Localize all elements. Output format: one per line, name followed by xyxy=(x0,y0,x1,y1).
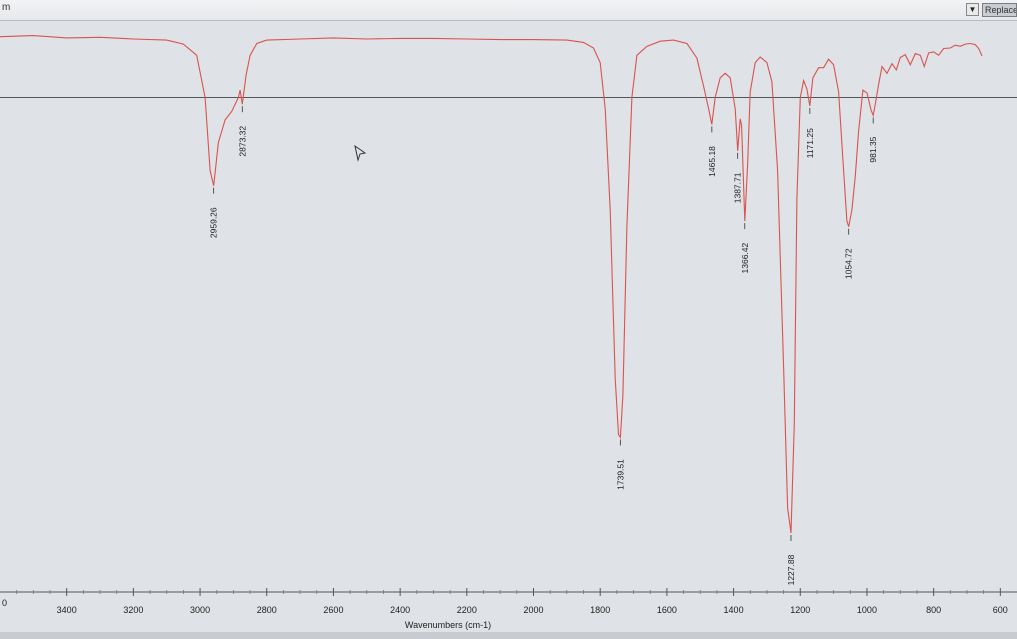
peak-label-text: 1387.71 xyxy=(733,172,743,203)
peak-label-text: 981.35 xyxy=(868,136,878,162)
bottom-edge xyxy=(0,632,1017,639)
peak-label: 1387.71 xyxy=(733,152,743,203)
peak-label-text: 2873.32 xyxy=(237,126,247,157)
peak-label: 1171.25 xyxy=(805,107,815,158)
peak-label: 2959.26 xyxy=(209,187,219,238)
x-tick-label: 3200 xyxy=(123,605,143,615)
spectrum-line xyxy=(0,35,983,534)
x-tick-label-edge: 0 xyxy=(2,598,7,608)
peak-label: 1739.51 xyxy=(615,439,625,490)
toolbar-left-text: m xyxy=(2,2,11,13)
peak-label: 1054.72 xyxy=(844,228,854,279)
x-tick-label: 2400 xyxy=(390,605,410,615)
peak-label: 981.35 xyxy=(868,117,878,163)
x-tick-label: 3400 xyxy=(57,605,77,615)
cursor-arrow-icon xyxy=(354,144,367,162)
x-tick-label: 800 xyxy=(926,605,941,615)
peak-label-text: 1054.72 xyxy=(844,248,854,279)
peak-label-text: 2959.26 xyxy=(209,207,219,238)
peak-label: 1465.18 xyxy=(707,126,717,177)
x-tick-label: 600 xyxy=(993,605,1008,615)
x-tick-label: 1800 xyxy=(590,605,610,615)
x-axis-label: Wavenumbers (cm-1) xyxy=(405,620,491,630)
peak-label-text: 1366.42 xyxy=(740,242,750,273)
x-tick-label: 2600 xyxy=(323,605,343,615)
x-tick-label: 2800 xyxy=(257,605,277,615)
peak-label: 1227.88 xyxy=(786,534,796,585)
x-tick-label: 2000 xyxy=(523,605,543,615)
peak-label: 1366.42 xyxy=(740,223,750,273)
x-axis-ticks: 3400 3200 3000 2800 2600 2400 2200 2000 1800 1600… xyxy=(2,588,1008,615)
x-tick-label: 2200 xyxy=(457,605,477,615)
x-tick-label: 1000 xyxy=(857,605,877,615)
peak-label-text: 1171.25 xyxy=(805,128,815,158)
top-toolbar: m ▼ Replace xyxy=(0,0,1017,21)
peak-label: 2873.32 xyxy=(237,106,247,157)
x-tick-label: 3000 xyxy=(190,605,210,615)
replace-button[interactable]: Replace xyxy=(982,3,1017,17)
peak-labels: 2959.26 2873.32 1739.51 1465.18 1387.71 1366.… xyxy=(209,106,878,585)
dropdown-arrow-button[interactable]: ▼ xyxy=(966,3,979,16)
chevron-down-icon: ▼ xyxy=(968,5,977,14)
x-tick-label: 1600 xyxy=(657,605,677,615)
peak-label-text: 1465.18 xyxy=(707,146,717,177)
peak-label-text: 1227.88 xyxy=(786,554,796,585)
x-tick-label: 1400 xyxy=(724,605,744,615)
x-tick-label: 1200 xyxy=(790,605,810,615)
peak-label-text: 1739.51 xyxy=(615,459,625,490)
